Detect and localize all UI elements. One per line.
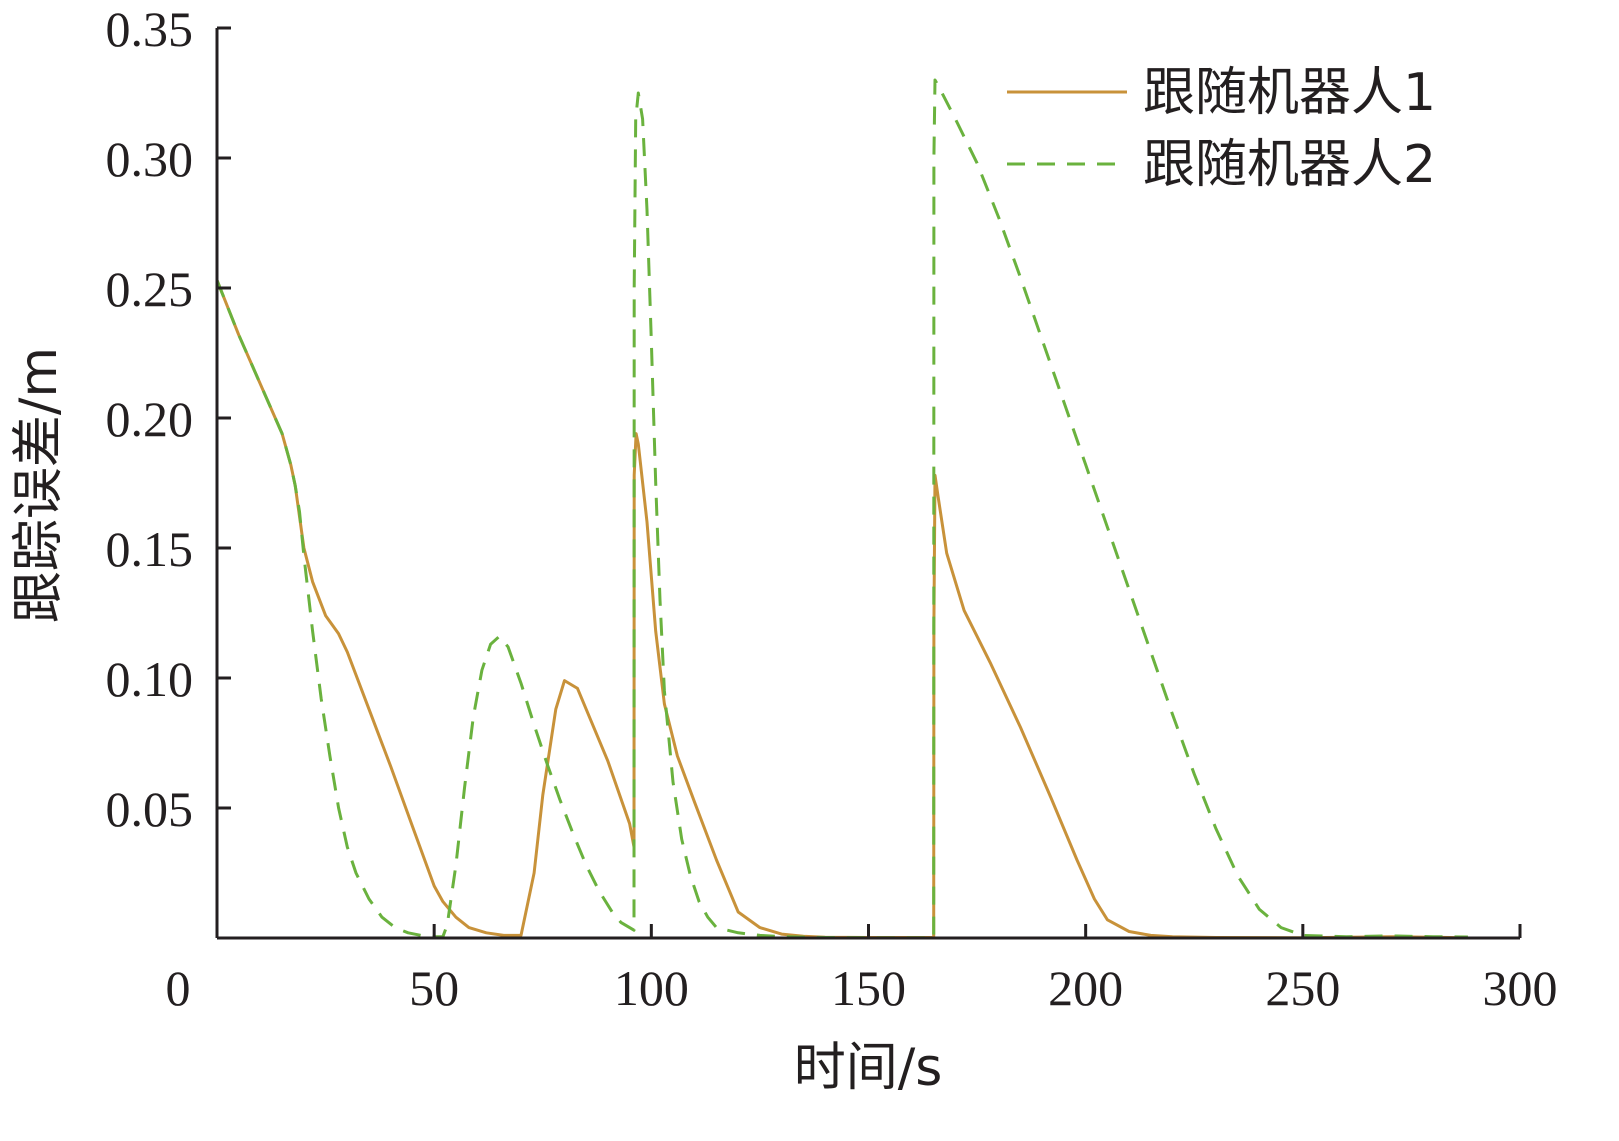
y-axis-title: 跟踪误差/m <box>9 347 69 623</box>
y-tick-label: 0.05 <box>106 781 194 837</box>
x-tick-label: 50 <box>409 960 459 1016</box>
x-tick-label: 300 <box>1483 960 1558 1016</box>
x-tick-label: 200 <box>1048 960 1123 1016</box>
series-line-1 <box>215 279 1468 940</box>
y-tick-label: 0.20 <box>106 391 194 447</box>
y-ticks: 0.05 0.10 0.15 0.20 0.25 0.30 0.35 <box>106 1 231 837</box>
series-layer <box>215 78 1468 940</box>
legend-label-1: 跟随机器人1 <box>1143 63 1436 123</box>
x-tick-label: 150 <box>831 960 906 1016</box>
y-tick-label: 0.10 <box>106 651 194 707</box>
y-tick-label: 0.30 <box>106 131 194 187</box>
x-tick-label: 250 <box>1265 960 1340 1016</box>
y-tick-label: 0.25 <box>106 261 194 317</box>
x-ticks: 0 50 100 150 200 250 300 <box>166 924 1558 1016</box>
series-line-2 <box>215 78 1468 940</box>
legend-label-2: 跟随机器人2 <box>1143 135 1436 195</box>
y-tick-label: 0.35 <box>106 1 194 57</box>
x-tick-label: 100 <box>614 960 689 1016</box>
x-tick-label: 0 <box>166 960 191 1016</box>
x-axis-title: 时间/s <box>794 1038 943 1098</box>
legend: 跟随机器人1 跟随机器人2 <box>1007 63 1436 195</box>
y-tick-label: 0.15 <box>106 521 194 577</box>
